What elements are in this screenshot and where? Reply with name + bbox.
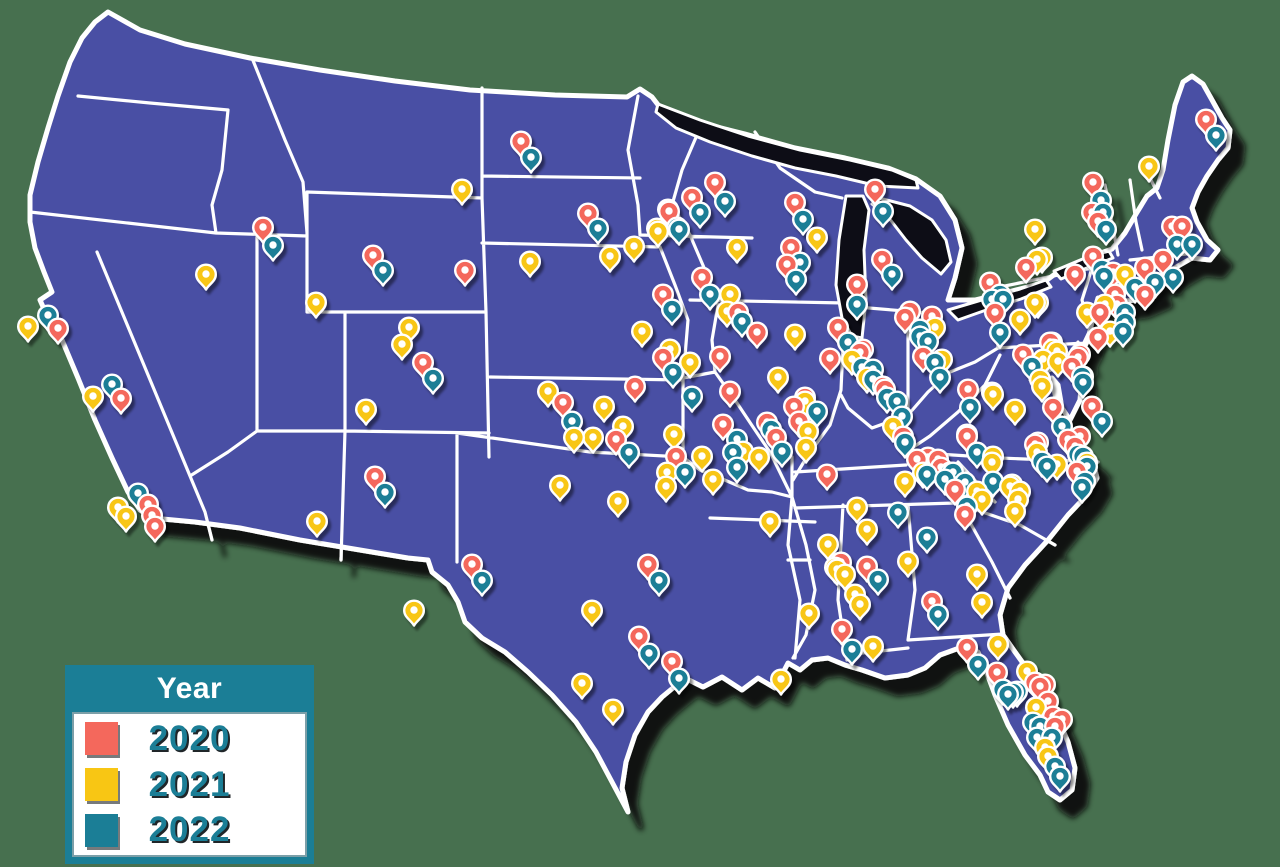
legend-item-2020: 2020 <box>72 718 307 760</box>
map-pin-2021[interactable] <box>114 505 138 533</box>
legend: Year 2020 2021 2022 <box>65 665 314 864</box>
map-pin-2020[interactable] <box>1133 283 1157 311</box>
map-pin-2022[interactable] <box>1094 218 1118 246</box>
map-pin-2021[interactable] <box>403 599 425 627</box>
map-pin-2022[interactable] <box>1090 410 1114 438</box>
map-pin-2021[interactable] <box>1137 155 1161 183</box>
legend-label-2022: 2022 <box>148 810 231 850</box>
legend-label-2021: 2021 <box>148 764 231 804</box>
map-pin-2021[interactable] <box>770 668 792 696</box>
map-pin-2020[interactable] <box>1086 326 1110 354</box>
map-pin-2022[interactable] <box>1161 266 1185 294</box>
legend-swatch-2020 <box>85 722 118 756</box>
lake-superior <box>654 102 920 190</box>
map-pin-2022[interactable] <box>1111 320 1135 348</box>
legend-title: Year <box>156 671 223 705</box>
map-pin-2021[interactable] <box>17 315 39 343</box>
legend-swatch-2022 <box>85 813 118 847</box>
legend-body: 2020 2021 2022 <box>72 712 307 857</box>
map-pin-2022[interactable] <box>967 653 989 681</box>
legend-swatch-2021 <box>85 768 118 801</box>
legend-item-2021: 2021 <box>72 764 307 806</box>
legend-item-2022: 2022 <box>72 809 307 851</box>
map-pin-2020[interactable] <box>143 515 167 543</box>
legend-label-2020: 2020 <box>148 718 231 758</box>
map-pin-2021[interactable] <box>1023 218 1047 246</box>
